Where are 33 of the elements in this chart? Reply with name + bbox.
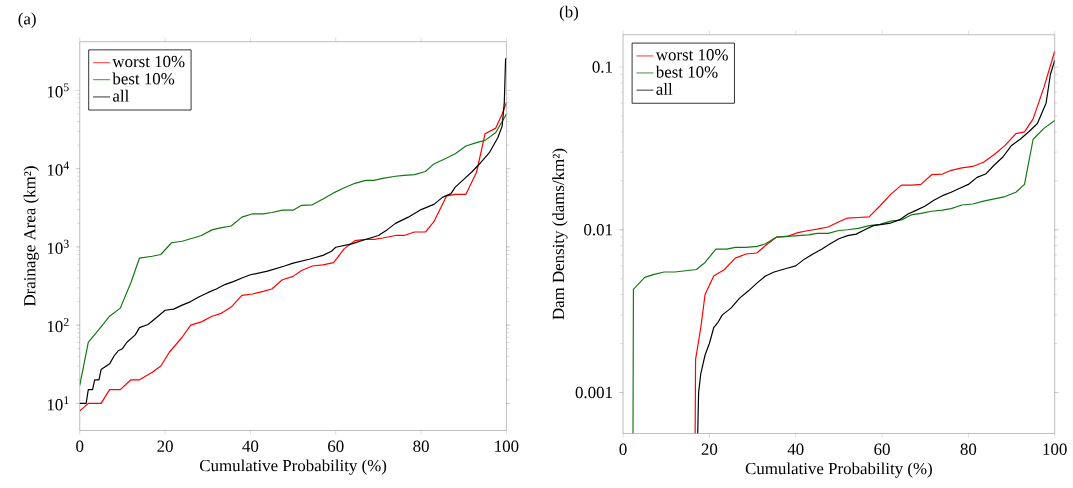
legend-label: best 10%	[112, 72, 175, 85]
y-axis-title: Drainage Area (km²)	[23, 166, 39, 306]
y-tick-label: 0.1	[592, 61, 612, 73]
y-tick-label: 0.001	[575, 386, 612, 399]
y-tick-label: 10$^{2}$	[47, 317, 69, 333]
x-tick-label: 20	[701, 443, 718, 455]
x-axis-title: Cumulative Probability (%)	[745, 462, 932, 478]
x-tick-label: 0	[76, 440, 84, 452]
x-tick-label: 60	[874, 443, 890, 455]
legend-label: all	[656, 82, 673, 95]
x-tick-label: 40	[787, 443, 804, 455]
y-tick-label: 10$^{5}$	[47, 83, 69, 98]
x-tick-label: 100	[1043, 443, 1067, 455]
y-tick-label: 10$^{1}$	[47, 396, 69, 411]
x-tick-label: 60	[328, 440, 344, 452]
legend-label: worst 10%	[112, 55, 185, 68]
x-tick-label: 40	[242, 440, 259, 452]
x-axis-title: Cumulative Probability (%)	[199, 459, 387, 475]
line-series	[632, 119, 1055, 434]
x-tick-label: 20	[157, 440, 173, 452]
y-tick-label: 10$^{3}$	[47, 239, 69, 254]
legend-label: all	[113, 89, 129, 102]
y-tick-label: 10$^{4}$	[47, 161, 70, 176]
legend-label: worst 10%	[655, 48, 728, 61]
legend-label: best 10%	[655, 65, 718, 78]
chart-title: (a)	[18, 12, 36, 28]
x-tick-label: 100	[495, 440, 519, 452]
x-tick-label: 0	[619, 443, 627, 455]
y-tick-label: 0.01	[584, 223, 612, 236]
x-tick-label: 80	[413, 440, 429, 452]
chart-title: (b)	[559, 5, 579, 21]
x-tick-label: 80	[960, 443, 977, 455]
y-axis-title: Dam Density (dams/km²)	[552, 148, 568, 320]
